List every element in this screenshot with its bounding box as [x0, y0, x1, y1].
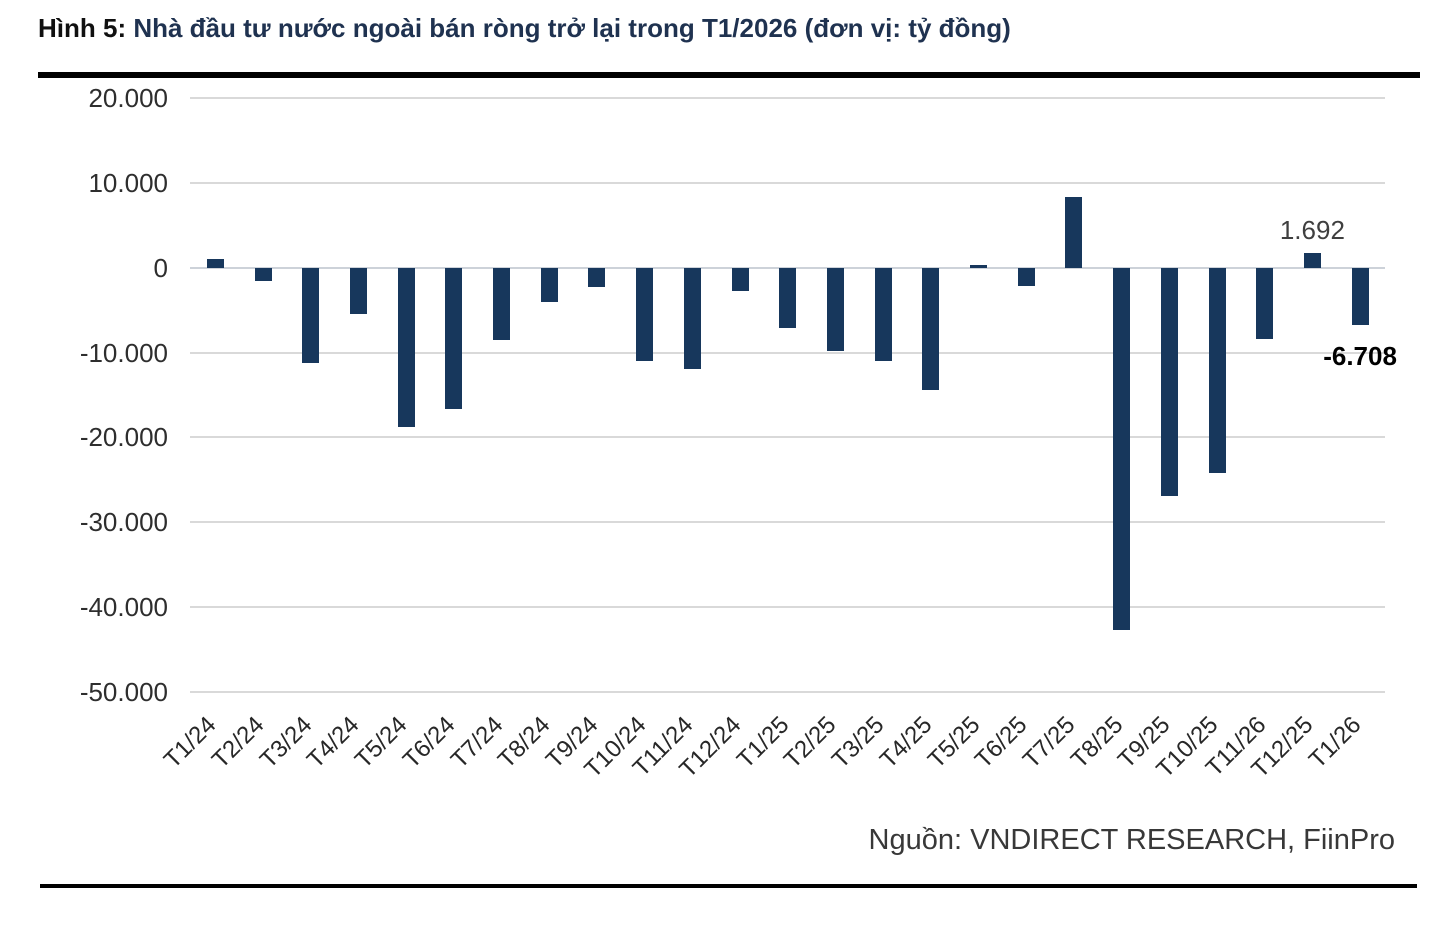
gridline — [190, 436, 1385, 439]
bar-T12/24 — [731, 267, 749, 292]
bar-T4/25 — [922, 267, 940, 390]
source-credit: Nguồn: VNDIRECT RESEARCH, FiinPro — [868, 824, 1395, 856]
gridline — [190, 181, 1385, 184]
y-axis-tick-label: -50.000 — [79, 677, 168, 707]
bar-T9/24 — [588, 267, 606, 288]
bar-T8/25 — [1113, 267, 1131, 631]
y-axis-tick-label: -20.000 — [79, 422, 168, 453]
gridline — [190, 521, 1385, 524]
figure-title-text: Nhà đầu tư nước ngoài bán ròng trở lại t… — [126, 13, 1011, 43]
bottom-divider — [40, 884, 1417, 888]
y-axis-tick-label: -40.000 — [79, 592, 168, 623]
bar-T8/24 — [540, 267, 558, 302]
bar-T4/24 — [349, 267, 367, 314]
figure-title-prefix: Hình 5: — [38, 13, 127, 43]
gridline — [190, 691, 1385, 693]
bar-T2/24 — [254, 267, 272, 282]
gridline — [190, 351, 1385, 354]
bar-T5/24 — [397, 267, 415, 428]
y-axis-tick-label: 10.000 — [88, 167, 168, 198]
bar-T12/25 — [1303, 253, 1321, 268]
bar-T10/25 — [1208, 267, 1226, 474]
bar-T1/24 — [206, 259, 224, 268]
bar-T2/25 — [826, 267, 844, 351]
bar-T1/25 — [779, 267, 797, 328]
top-divider — [38, 72, 1420, 78]
bar-T3/25 — [874, 267, 892, 362]
plot-area: 20.000 10.000 0 -10.000 -20.000 -30.000 -40.00… — [80, 83, 1397, 783]
data-label-T12/25: 1.692 — [1279, 215, 1345, 246]
bar-T7/24 — [493, 267, 510, 340]
bar-T10/24 — [636, 267, 654, 362]
y-axis-tick-label: 20.000 — [88, 83, 168, 113]
y-axis-tick-label: -10.000 — [79, 337, 168, 368]
bar-T1/26 — [1351, 267, 1369, 325]
bar-T6/25 — [1017, 267, 1035, 286]
bar-T11/26 — [1256, 267, 1274, 339]
y-axis-tick-label: -30.000 — [79, 507, 168, 538]
gridline — [190, 97, 1385, 99]
data-label-T1/26: -6.708 — [1323, 340, 1397, 371]
bar-T6/24 — [445, 267, 463, 409]
y-axis-tick-label: 0 — [153, 252, 168, 283]
figure-title: Hình 5: Nhà đầu tư nước ngoài bán ròng t… — [38, 12, 1418, 44]
gridline — [190, 606, 1385, 609]
bar-T11/24 — [683, 267, 701, 369]
bar-T3/24 — [302, 267, 320, 363]
bar-T9/25 — [1160, 267, 1178, 496]
bar-T7/25 — [1065, 197, 1083, 268]
bar-T5/25 — [970, 265, 987, 268]
